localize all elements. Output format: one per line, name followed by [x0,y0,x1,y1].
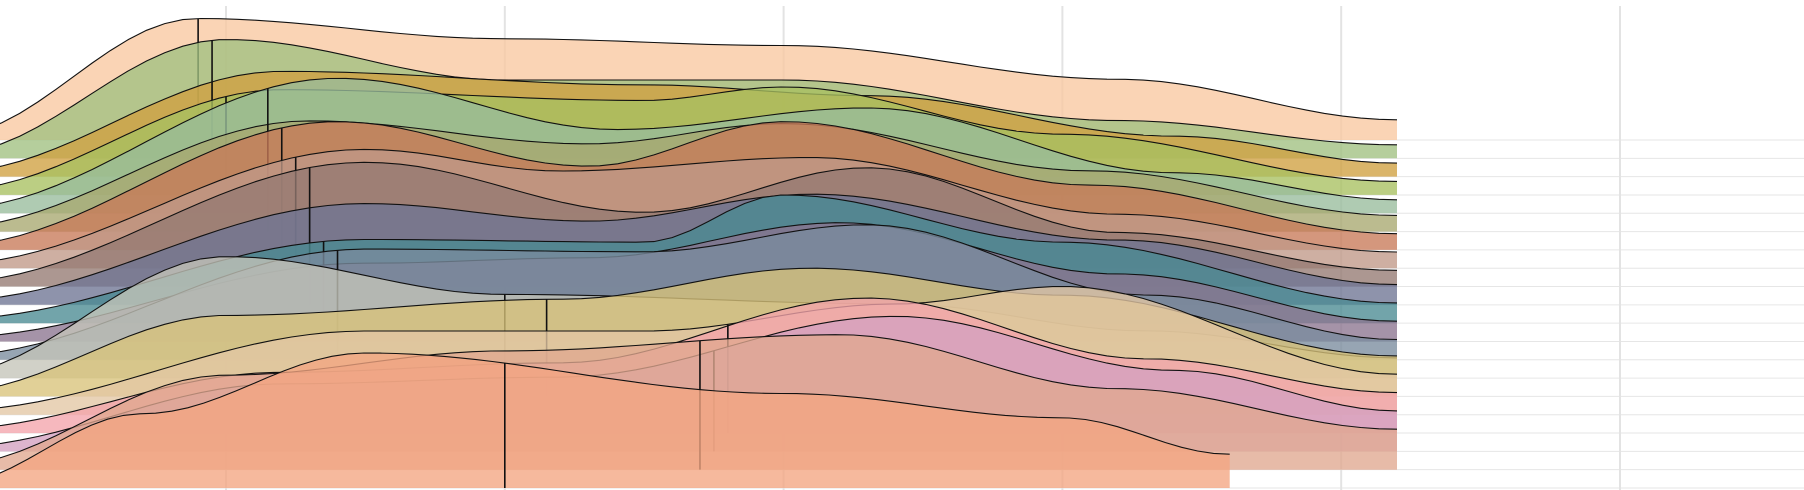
ridge-outline [0,334,1398,459]
ridge-outline [0,193,1398,298]
ridge-outline [0,86,1398,186]
ridge-outline [0,120,1398,223]
ridge-area [0,353,1230,488]
ridge-outline [0,161,1398,279]
ridge-outline [0,148,1398,261]
ridge-outline [0,39,1398,146]
ridge-outline [0,77,1398,204]
ridge-outline [0,17,1398,125]
ridges [0,17,1398,488]
ridge-outline [0,121,1398,241]
ridge-outline [0,352,1230,474]
ridge-outline [0,70,1398,167]
ridge-outline [0,286,1398,409]
